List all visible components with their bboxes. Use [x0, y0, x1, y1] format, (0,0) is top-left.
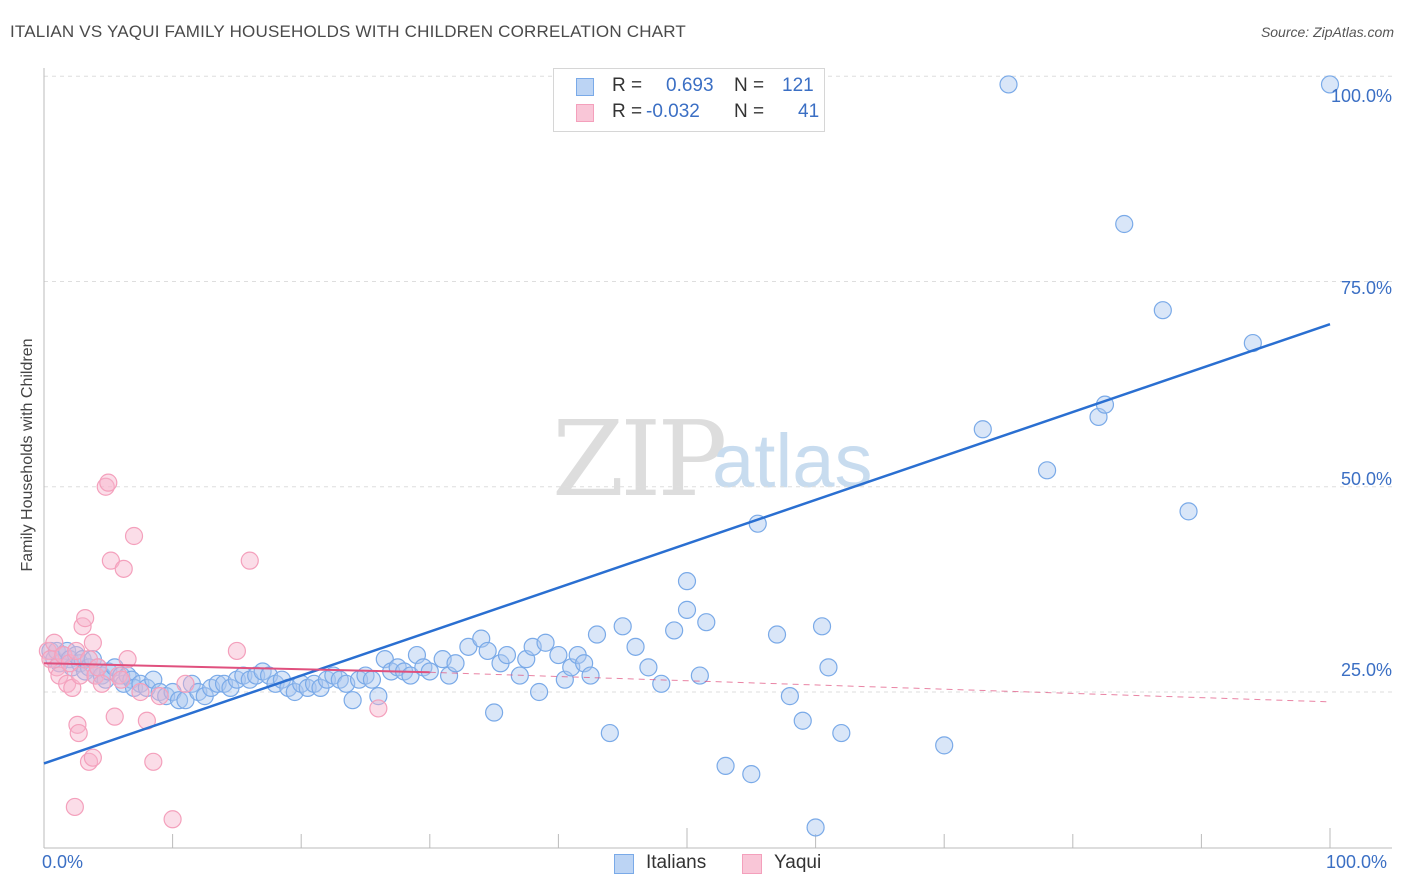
italians-n-value: 121: [782, 75, 814, 96]
italians-point-95: [639, 658, 658, 677]
italians-point-101: [697, 613, 716, 632]
yaqui-point-33: [69, 723, 88, 743]
italians-point-85: [549, 645, 568, 665]
bottom-yaqui-swatch: [742, 854, 762, 874]
italians-point-76: [478, 641, 497, 661]
italians-point-107: [793, 711, 812, 730]
yaqui-point-19: [99, 473, 118, 492]
yaqui-point-37: [176, 674, 195, 693]
italians-point-62: [369, 687, 388, 706]
yaqui-r-label: R =: [612, 101, 643, 122]
yaqui-point-40: [369, 699, 388, 718]
italians-point-61: [362, 670, 382, 689]
watermark-zip: ZIP: [552, 398, 727, 520]
italians-point-90: [587, 625, 607, 644]
italians-point-74: [459, 637, 478, 656]
italians-point-112: [935, 736, 954, 755]
italians-point-100: [690, 666, 709, 685]
yaqui-point-35: [83, 748, 102, 767]
italians-point-77: [485, 703, 504, 722]
yaqui-point-29: [144, 752, 163, 771]
yaqui-point-24: [114, 559, 133, 578]
yaqui-point-9: [67, 641, 86, 661]
italians-point-96: [652, 674, 671, 693]
italians-point-122: [1320, 75, 1340, 94]
yaqui-point-30: [150, 687, 169, 706]
yaqui-trendline-extension: [429, 671, 1331, 703]
chart-title: ITALIAN VS YAQUI FAMILY HOUSEHOLDS WITH …: [10, 22, 687, 41]
yaqui-n-label: N =: [734, 101, 765, 122]
yaqui-point-12: [76, 609, 95, 628]
source-credit: Source: ZipAtlas.com: [1260, 24, 1394, 40]
yaqui-swatch: [576, 104, 594, 122]
italians-point-98: [677, 600, 697, 619]
italians-point-111: [832, 723, 851, 743]
yaqui-r-value: -0.032: [646, 101, 700, 122]
italians-point-79: [497, 645, 517, 665]
y-tick-label-75: 75.0%: [1340, 278, 1392, 298]
yaqui-point-39: [240, 551, 259, 570]
yaqui-point-36: [65, 797, 84, 817]
italians-point-83: [530, 682, 549, 702]
correlation-legend: R = 0.693 N = 121 R = -0.032 N = 41: [553, 68, 825, 132]
bottom-italians-swatch: [614, 854, 634, 874]
italians-point-106: [780, 687, 799, 706]
yaqui-point-25: [118, 650, 137, 669]
yaqui-point-21: [105, 707, 124, 726]
yaqui-trendline: [43, 662, 430, 674]
italians-point-109: [812, 617, 832, 636]
italians-point-84: [536, 633, 555, 652]
yaqui-point-16: [88, 658, 108, 677]
yaqui-point-27: [131, 682, 150, 702]
italians-swatch: [576, 78, 594, 96]
yaqui-point-31: [163, 810, 182, 829]
italians-point-99: [677, 572, 697, 591]
italians-point-58: [343, 691, 362, 710]
italians-point-118: [1115, 214, 1134, 234]
italians-point-119: [1153, 301, 1172, 320]
italians-n-label: N =: [734, 75, 765, 96]
y-tick-label-50: 50.0%: [1340, 469, 1392, 489]
italians-point-113: [999, 75, 1018, 94]
italians-r-label: R =: [612, 75, 643, 96]
italians-point-115: [1037, 461, 1057, 480]
italians-point-102: [716, 756, 735, 775]
italians-point-31: [169, 691, 189, 710]
italians-point-110: [819, 658, 838, 677]
y-tick-label-25: 25.0%: [1340, 660, 1392, 680]
italians-point-120: [1179, 502, 1198, 521]
italians-r-value: 0.693: [666, 75, 714, 96]
yaqui-point-26: [124, 526, 144, 546]
y-axis-label: Family Households with Children: [19, 338, 36, 572]
yaqui-point-17: [92, 674, 111, 693]
italians-trendline: [43, 322, 1331, 765]
yaqui-point-23: [112, 670, 131, 689]
y-tick-label-100: 100.0%: [1330, 86, 1392, 106]
italians-point-114: [973, 420, 992, 439]
yaqui-point-38: [227, 641, 246, 661]
italians-point-93: [613, 617, 632, 636]
bottom-yaqui-label: Yaqui: [774, 852, 822, 873]
yaqui-point-10: [70, 666, 90, 685]
yaqui-point-2: [45, 633, 64, 652]
bottom-italians-label: Italians: [646, 852, 707, 873]
italians-point-94: [626, 637, 645, 656]
italians-point-108: [806, 818, 825, 837]
yaqui-n-value: 41: [798, 101, 820, 122]
italians-point-92: [600, 723, 619, 743]
x-tick-label-max: 100.0%: [1326, 852, 1388, 872]
italians-point-103: [742, 765, 761, 784]
x-tick-label-min: 0.0%: [42, 852, 84, 872]
yaqui-point-20: [101, 551, 120, 570]
italians-point-73: [446, 654, 465, 673]
italians-point-91: [581, 666, 600, 685]
italians-point-97: [665, 621, 684, 640]
italians-point-105: [767, 625, 787, 644]
yaqui-point-14: [83, 633, 102, 652]
